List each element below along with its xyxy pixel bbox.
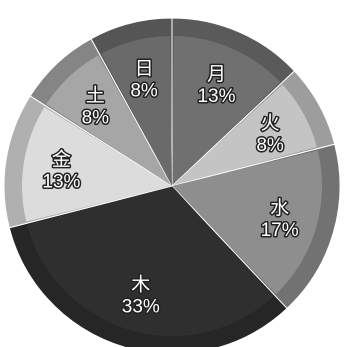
slice-5-label: 土	[86, 84, 105, 106]
slice-3-value-label: 33%	[122, 297, 160, 318]
slice-6	[101, 36, 172, 187]
slice-0	[172, 36, 281, 187]
slice-5	[46, 55, 172, 187]
slice-0-label: 月	[207, 64, 226, 85]
slice-1-value-label: 8%	[256, 135, 284, 156]
slice-4-label: 金	[52, 149, 71, 171]
slice-2	[172, 150, 322, 295]
slice-4	[22, 107, 173, 222]
slice-0-value-label: 13%	[197, 86, 235, 107]
slice-1	[172, 84, 317, 186]
slice-6-label: 日	[135, 59, 154, 80]
pie-slices	[3, 17, 341, 347]
slice-3	[27, 186, 274, 336]
slice-2-value-label: 17%	[261, 220, 299, 241]
slice-5-value-label: 8%	[82, 107, 110, 128]
slice-2-label: 水	[270, 197, 289, 219]
slice-1-label: 火	[261, 113, 280, 134]
slice-3-label: 木	[131, 274, 150, 296]
slice-4-value-label: 13%	[42, 172, 80, 193]
slice-6-value-label: 8%	[130, 81, 158, 102]
pie-labels: 月13%火8%水17%木33%金13%土8%日8%	[41, 57, 300, 319]
